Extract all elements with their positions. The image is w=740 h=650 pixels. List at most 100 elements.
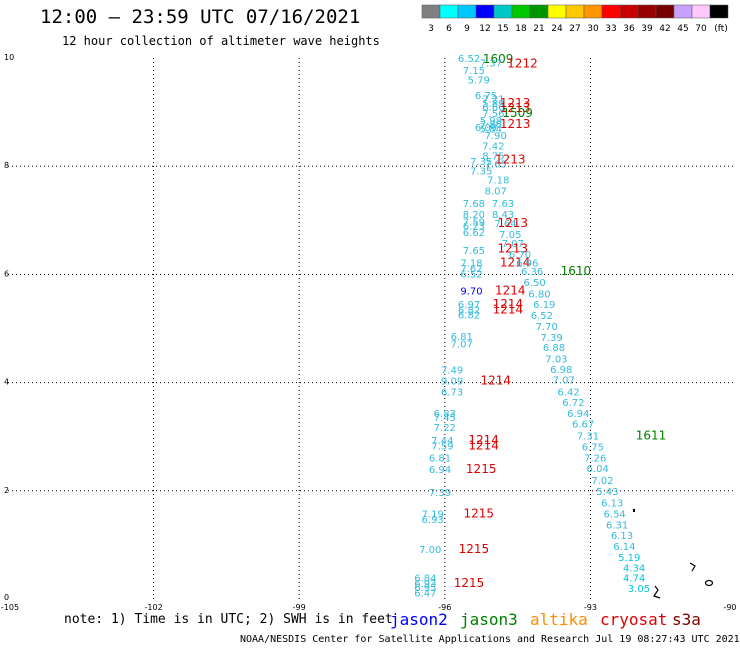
wave-height-label: 7.90 <box>485 131 507 142</box>
wave-height-label: 4.74 <box>623 573 645 584</box>
y-tick-label: 0 <box>4 593 9 602</box>
legend-label: 33 <box>605 24 616 34</box>
wave-height-label: 7.56 <box>482 109 504 120</box>
note-text: note: 1) Time is in UTC; 2) SWH is in fe… <box>64 612 393 627</box>
wave-height-label: 5.98 <box>480 116 502 127</box>
wave-height-label: 6.31 <box>606 520 628 531</box>
wave-height-label: 4.34 <box>623 564 645 575</box>
wave-height-label: 6.75 <box>475 91 497 102</box>
wave-height-label: 7.59 <box>431 441 453 452</box>
x-tick-label: -96 <box>438 603 451 612</box>
pass-time-label: 1215 <box>459 542 490 556</box>
wave-height-label: 5.19 <box>618 553 640 564</box>
wave-height-label: 7.39 <box>540 333 562 344</box>
wave-height-label: 7.18 <box>487 176 509 187</box>
x-tick-label: -99 <box>293 603 306 612</box>
wave-height-label: 7.68 <box>463 199 485 210</box>
wave-height-label: 7.02 <box>591 476 613 487</box>
footer-credit: NOAA/NESDIS Center for Satellite Applica… <box>240 634 740 645</box>
wave-height-label: 7.22 <box>434 423 456 434</box>
x-tick-label: -90 <box>723 603 736 612</box>
wave-height-label: 6.52 <box>458 54 480 65</box>
wave-height-label: 6.82 <box>458 306 480 317</box>
wave-height-label: 6.84 <box>414 573 436 584</box>
wave-height-label: 6.96 <box>516 258 538 269</box>
wave-height-label: 6.70 <box>509 250 531 261</box>
wave-height-label: 5.89 <box>482 99 504 110</box>
pass-time-label: 1213 <box>495 153 526 167</box>
wave-height-label: 6.81 <box>451 332 473 343</box>
x-tick-label: -105 <box>1 603 19 612</box>
pass-time-label: 1214 <box>493 303 524 317</box>
wave-height-label: 7.07 <box>502 239 524 250</box>
wave-height-label: 6.36 <box>521 267 543 278</box>
pass-time-label: 1212 <box>507 56 538 70</box>
wave-height-label: 6.62 <box>463 228 485 239</box>
wave-height-label: 6.95 <box>414 583 436 594</box>
legend-label: 24 <box>551 24 563 34</box>
wave-height-label: 7.19 <box>422 510 444 521</box>
legend-label: 21 <box>533 24 544 34</box>
wave-height-label: 6.93 <box>422 515 444 526</box>
wave-height-label: 6.72 <box>562 398 584 409</box>
wave-height-label: 7.05 <box>499 230 521 241</box>
legend-label: 42 <box>659 24 670 34</box>
y-tick-label: 10 <box>4 53 14 62</box>
wave-height-label: 7.59 <box>463 217 485 228</box>
satellite-label-jason3: jason3 <box>460 610 518 629</box>
legend-label: 6 <box>446 24 452 34</box>
legend-label: 70 <box>695 24 707 34</box>
pass-time-label: 1213 <box>500 117 531 131</box>
wave-height-label: 7.35 <box>470 157 492 168</box>
wave-height-label: 6.50 <box>523 278 545 289</box>
pass-time-label: 1215 <box>463 507 494 521</box>
wave-height-label: 6.75 <box>582 442 604 453</box>
wave-height-label: 7.07 <box>451 340 473 351</box>
wave-height-label: 7.18 <box>460 258 482 269</box>
coast-line <box>653 585 661 599</box>
y-tick-label: 8 <box>4 161 9 170</box>
wave-height-label: 5.79 <box>468 76 490 87</box>
wave-height-label: 6.81 <box>429 453 451 464</box>
pass-time-label: 1215 <box>454 576 485 590</box>
x-tick-label: -93 <box>584 603 597 612</box>
wave-height-label: 8.43 <box>492 210 514 221</box>
wave-height-label: 7.65 <box>485 159 507 170</box>
pass-time-label: 1214 <box>495 284 526 298</box>
wave-height-label: 7.86 <box>480 120 502 131</box>
y-tick-label: 6 <box>4 269 9 278</box>
pass-time-label: 1213 <box>497 241 528 255</box>
wave-height-label: 6.83 <box>434 409 456 420</box>
legend-label: 39 <box>641 24 653 34</box>
wave-height-label: 6.88 <box>543 343 565 354</box>
wave-height-label: 7.62 <box>460 264 482 275</box>
wave-height-label: 6.93 <box>414 579 436 590</box>
wave-height-label: 7.44 <box>431 436 453 447</box>
pass-time-label: 1214 <box>500 255 531 269</box>
wave-height-label: 7.37 <box>480 58 502 69</box>
wave-height-label: 6.54 <box>604 510 626 521</box>
wave-height-label: 7.42 <box>482 142 504 153</box>
pass-time-label: 1509 <box>502 106 533 120</box>
wave-height-label: 8.07 <box>485 187 507 198</box>
wave-height-label: 6.19 <box>533 300 555 311</box>
wave-height-label: 6.97 <box>458 300 480 311</box>
wave-height-label: 9.70 <box>460 287 482 298</box>
wave-height-label: 7.63 <box>492 199 514 210</box>
wave-height-label: 7.65 <box>463 246 485 257</box>
satellite-label-altika: altika <box>530 610 588 629</box>
wave-height-label: 6.82 <box>458 310 480 321</box>
wave-height-label: 7.21 <box>482 95 504 106</box>
wave-height-label: 7.00 <box>419 545 441 556</box>
x-tick-label: -102 <box>145 603 163 612</box>
wave-height-label: 7.26 <box>584 453 606 464</box>
coast-line <box>689 562 696 572</box>
point-mark <box>633 509 635 512</box>
legend-label: 27 <box>569 24 580 34</box>
wave-height-label: 7.64 <box>494 219 516 230</box>
wave-height-label: 6.67 <box>572 420 594 431</box>
grid-lines <box>8 58 736 599</box>
wave-height-label: 7.49 <box>441 366 463 377</box>
wave-height-label: 6.80 <box>528 289 550 300</box>
